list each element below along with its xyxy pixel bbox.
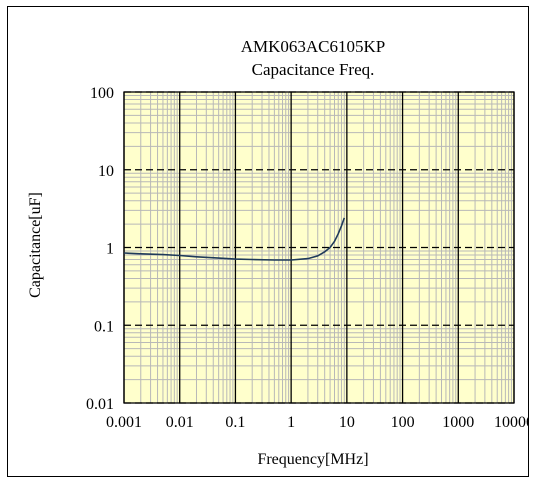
y-tick-label: 1 bbox=[106, 241, 114, 258]
x-tick-label: 0.001 bbox=[106, 414, 142, 431]
chart-subtitle: Capacitance Freq. bbox=[252, 60, 375, 79]
x-tick-label: 10 bbox=[339, 414, 355, 431]
chart-frame: AMK063AC6105KP Capacitance Freq. 0.001 0.… bbox=[7, 6, 529, 477]
chart-title: AMK063AC6105KP bbox=[241, 37, 386, 56]
x-tick-label: 1000 bbox=[442, 414, 474, 431]
y-axis-title: Capacitance[uF] bbox=[27, 192, 44, 298]
x-axis-title: Frequency[MHz] bbox=[257, 451, 368, 468]
y-tick-label: 0.1 bbox=[94, 318, 114, 335]
y-tick-label: 100 bbox=[90, 85, 114, 102]
x-tick-label: 100 bbox=[391, 414, 415, 431]
plot-border bbox=[123, 91, 515, 404]
x-tick-label: 0.1 bbox=[225, 414, 245, 431]
capacitance-series-line bbox=[123, 217, 346, 261]
capacitance-frequency-chart: AMK063AC6105KP Capacitance Freq. 0.001 0.… bbox=[27, 37, 528, 468]
x-tick-label: 1 bbox=[287, 414, 295, 431]
x-tick-label: 0.01 bbox=[166, 414, 194, 431]
y-tick-label: 0.01 bbox=[86, 396, 114, 413]
y-tick-label: 10 bbox=[98, 163, 114, 180]
